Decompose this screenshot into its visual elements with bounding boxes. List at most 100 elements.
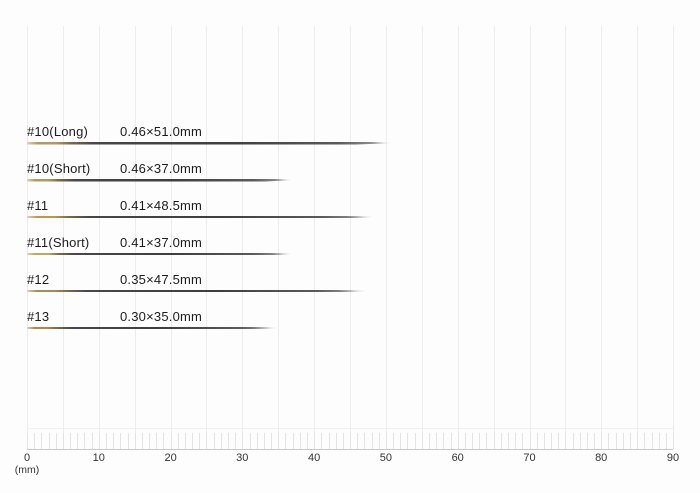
ruler-minor-tick	[27, 433, 28, 449]
needle-label: #11	[27, 198, 49, 213]
needle-label: #10(Short)	[27, 161, 91, 176]
ruler-minor-tick	[486, 433, 488, 449]
needle-spec: 0.35×47.5mm	[120, 272, 203, 287]
ruler-minor-tick	[278, 433, 280, 449]
ruler-minor-tick	[41, 433, 43, 449]
gridline-75mm	[565, 26, 567, 449]
axis-tick-label-10: 10	[92, 452, 105, 464]
gridline-10mm	[98, 26, 100, 449]
needle-graphic-#12	[27, 289, 368, 293]
ruler-minor-tick	[77, 433, 79, 449]
ruler-minor-tick	[149, 433, 150, 449]
gridline-65mm	[493, 26, 495, 449]
ruler-minor-tick	[673, 433, 674, 449]
ruler-minor-tick	[630, 433, 631, 449]
ruler-minor-tick	[658, 433, 660, 449]
gridline-40mm	[314, 26, 316, 449]
ruler-minor-tick	[357, 433, 359, 449]
needle-spec: 0.46×37.0mm	[120, 161, 203, 176]
ruler-minor-tick	[292, 433, 294, 449]
needle-label: #12	[27, 272, 50, 287]
ruler-minor-tick	[120, 433, 122, 449]
gridline-55mm	[421, 26, 423, 449]
gridline-35mm	[278, 26, 280, 449]
needle-spec: 0.41×48.5mm	[120, 198, 203, 213]
gridline-45mm	[350, 26, 351, 449]
needle-label: #11(Short)	[27, 235, 90, 250]
ruler-minor-tick	[184, 433, 186, 449]
ruler-minor-tick	[206, 433, 208, 449]
axis-tick-label-80: 80	[595, 452, 608, 464]
ruler-minor-tick	[170, 433, 172, 449]
ruler-minor-tick	[479, 433, 481, 449]
ruler-minor-tick	[62, 433, 64, 449]
ruler-minor-tick	[565, 433, 567, 449]
gridline-5mm	[62, 26, 64, 449]
ruler-minor-tick	[321, 433, 323, 449]
ruler-minor-tick	[242, 433, 244, 449]
ruler-minor-tick	[615, 433, 617, 449]
ruler-top-line	[27, 428, 673, 429]
gridline-50mm	[385, 26, 387, 449]
ruler-minor-tick	[177, 433, 179, 449]
ruler-minor-tick	[163, 433, 165, 449]
ruler-minor-tick	[558, 433, 560, 449]
gridline-25mm	[206, 26, 208, 449]
needle-label: #13	[27, 309, 50, 324]
ruler-minor-tick	[306, 433, 308, 449]
gridline-30mm	[242, 26, 244, 449]
ruler-minor-tick	[457, 433, 459, 449]
ruler-minor-tick	[314, 433, 316, 449]
ruler-minor-tick	[400, 433, 402, 449]
ruler-minor-tick	[500, 433, 502, 449]
ruler-minor-tick	[220, 433, 222, 449]
ruler-minor-tick	[335, 433, 337, 449]
ruler-minor-tick	[271, 433, 273, 449]
ruler-minor-tick	[371, 433, 373, 449]
ruler-minor-tick	[91, 433, 93, 449]
axis-tick-label-20: 20	[164, 452, 177, 464]
gridline-80mm	[601, 26, 603, 449]
ruler-minor-tick	[608, 433, 610, 449]
gridline-20mm	[170, 26, 172, 449]
ruler-minor-tick	[515, 433, 517, 449]
ruler-minor-tick	[529, 433, 531, 449]
ruler-minor-tick	[98, 433, 100, 449]
ruler-minor-tick	[665, 433, 667, 449]
ruler-minor-tick	[543, 433, 545, 449]
ruler-minor-tick	[464, 433, 466, 449]
ruler-minor-tick	[342, 433, 344, 449]
ruler-minor-tick	[472, 433, 473, 449]
axis-tick-label-30: 30	[236, 452, 249, 464]
ruler-minor-tick	[350, 433, 351, 449]
ruler-minor-tick	[70, 433, 72, 449]
gridline-90mm	[673, 26, 674, 449]
axis-tick-label-60: 60	[451, 452, 464, 464]
ruler-minor-tick	[522, 433, 524, 449]
ruler-minor-tick	[493, 433, 495, 449]
ruler-minor-tick	[84, 433, 86, 449]
axis-unit-label: (mm)	[14, 464, 40, 476]
ruler-minor-tick	[249, 433, 251, 449]
needle-graphic-#13	[27, 327, 279, 329]
ruler-minor-tick	[536, 433, 538, 449]
ruler-minor-tick	[364, 433, 366, 449]
ruler-minor-tick	[285, 433, 287, 449]
ruler-minor-tick	[622, 433, 624, 449]
ruler-minor-tick	[192, 433, 194, 449]
ruler-minor-tick	[421, 433, 423, 449]
ruler-minor-tick	[572, 433, 574, 449]
ruler-minor-tick	[436, 433, 438, 449]
ruler-minor-tick	[450, 433, 452, 449]
ruler-minor-tick	[156, 433, 158, 449]
ruler-minor-tick	[263, 433, 265, 449]
ruler-minor-tick	[644, 433, 646, 449]
needle-spec: 0.30×35.0mm	[120, 309, 203, 324]
ruler-minor-tick	[637, 433, 639, 449]
ruler-minor-tick	[127, 433, 129, 449]
gridline-70mm	[529, 26, 531, 449]
ruler-minor-tick	[34, 433, 36, 449]
gridline-60mm	[457, 26, 459, 449]
ruler-minor-tick	[414, 433, 416, 449]
